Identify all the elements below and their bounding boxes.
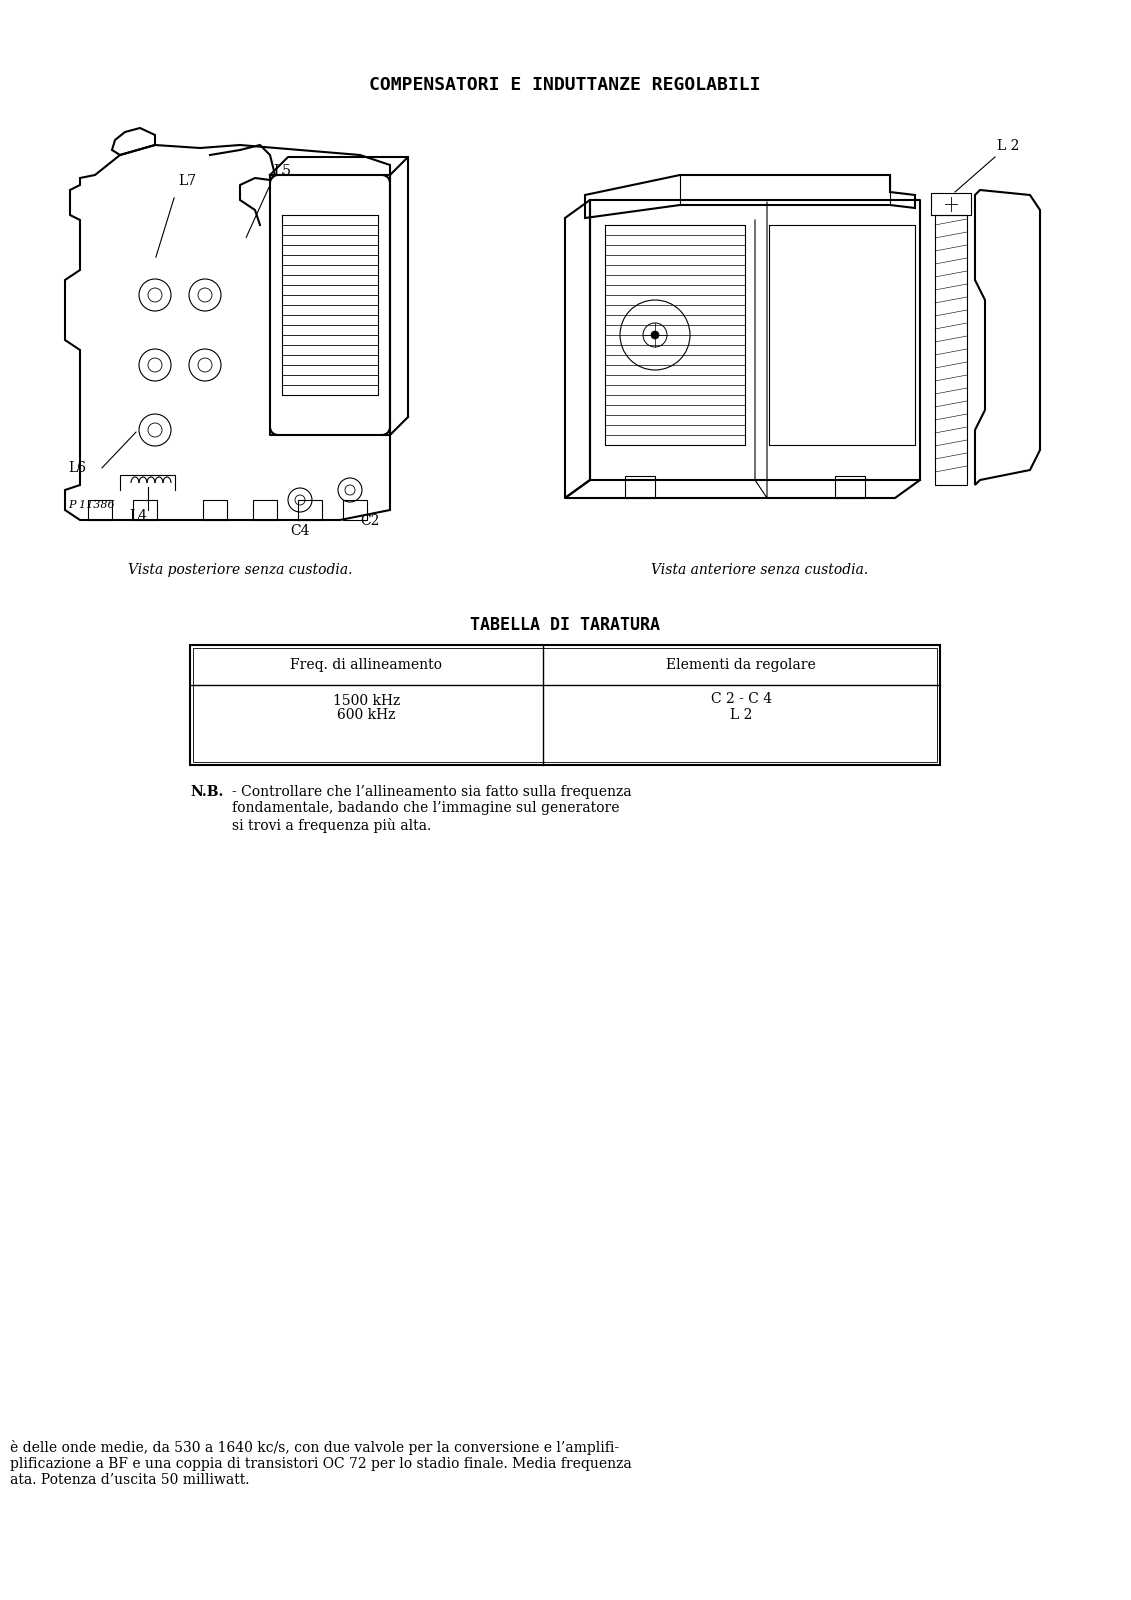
Text: P 11386: P 11386 [68,499,114,510]
Circle shape [620,301,690,370]
Text: - Controllare che l’allineamento sia fatto sulla frequenza
fondamentale, badando: - Controllare che l’allineamento sia fat… [232,786,631,832]
Text: Freq. di allineamento: Freq. di allineamento [291,658,442,672]
Bar [835,477,865,498]
Text: COMPENSATORI E INDUTTANZE REGOLABILI: COMPENSATORI E INDUTTANZE REGOLABILI [369,75,761,94]
Text: C2: C2 [360,514,379,528]
Text: Elementi da regolare: Elementi da regolare [666,658,817,672]
Text: L 2: L 2 [731,707,752,722]
Bar [202,499,227,520]
Text: Vista anteriore senza custodia.: Vista anteriore senza custodia. [651,563,869,578]
Text: 600 kHz: 600 kHz [337,707,396,722]
Bar [297,499,322,520]
Bar [625,477,655,498]
Bar [193,648,936,762]
Text: L5: L5 [273,165,291,178]
Text: L 2: L 2 [998,139,1019,154]
Text: C 2 - C 4: C 2 - C 4 [710,691,771,706]
Text: L7: L7 [178,174,196,187]
Text: L4: L4 [129,509,147,523]
Bar [343,499,366,520]
Bar [190,645,940,765]
Text: 1500 kHz: 1500 kHz [333,694,400,707]
Text: L6: L6 [68,461,86,475]
Bar [133,499,157,520]
Bar [253,499,277,520]
Text: è delle onde medie, da 530 a 1640 kc/s, con due valvole per la conversione e l’a: è delle onde medie, da 530 a 1640 kc/s, … [10,1440,632,1488]
Text: C4: C4 [291,525,310,538]
Text: Vista posteriore senza custodia.: Vista posteriore senza custodia. [128,563,352,578]
Bar [88,499,112,520]
Text: TABELLA DI TARATURA: TABELLA DI TARATURA [470,616,661,634]
Text: N.B.: N.B. [190,786,224,798]
Circle shape [651,331,659,339]
